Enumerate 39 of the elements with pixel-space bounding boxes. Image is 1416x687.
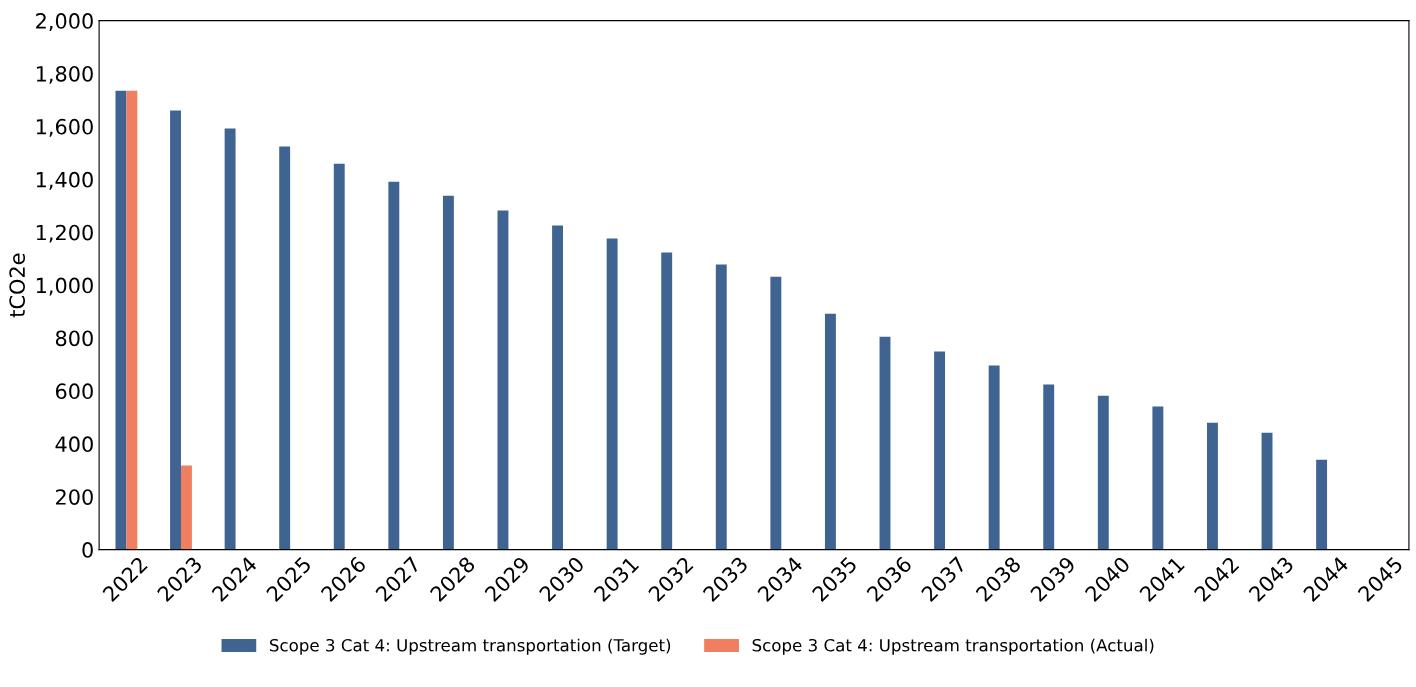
bar [1261, 432, 1273, 550]
y-axis-title: tCO2e [9, 253, 26, 318]
bar [715, 264, 727, 550]
legend-label: Scope 3 Cat 4: Upstream transportation (Actual) [752, 638, 1154, 655]
bar [388, 181, 400, 550]
bar [824, 313, 836, 550]
y-tick-label: 0 [82, 542, 93, 558]
bar [333, 163, 345, 550]
y-tick-label: 1,400 [36, 171, 93, 190]
y-tick-label: 1,600 [36, 118, 93, 137]
legend-label: Scope 3 Cat 4: Upstream transportation (Target) [269, 638, 671, 655]
bar [170, 110, 181, 550]
bar [224, 128, 236, 550]
y-tick-label: 1,000 [36, 277, 93, 296]
bar [988, 365, 1000, 550]
bar [279, 146, 291, 550]
y-tick-label: 2,000 [36, 13, 93, 31]
bar [1206, 422, 1218, 550]
bar [115, 90, 127, 550]
y-tick-label: 400 [55, 436, 93, 453]
bar [770, 276, 782, 550]
y-tick-label: 600 [55, 383, 93, 400]
bar [1043, 384, 1055, 550]
bar [1316, 459, 1328, 550]
bar [552, 225, 564, 550]
bar [497, 210, 509, 550]
bar [180, 465, 192, 550]
bar [661, 252, 673, 550]
bar [1097, 395, 1109, 550]
bar [879, 336, 891, 550]
bar [126, 90, 138, 550]
y-tick-label: 200 [56, 489, 93, 505]
bar [934, 351, 946, 550]
y-tick-label: 800 [55, 330, 93, 347]
y-tick-label: 1,200 [36, 224, 93, 243]
bar [1152, 406, 1164, 550]
bar [442, 195, 454, 550]
y-tick-label: 1,800 [36, 65, 93, 84]
bar [606, 238, 618, 550]
